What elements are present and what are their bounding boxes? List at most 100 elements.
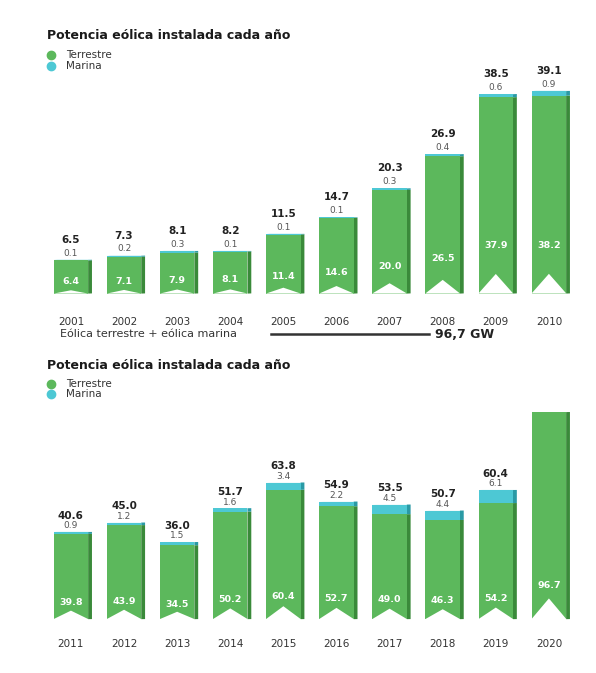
Text: 2017: 2017 [377, 639, 403, 649]
Text: 45.0: 45.0 [111, 501, 137, 511]
Polygon shape [460, 156, 464, 293]
Polygon shape [426, 511, 460, 520]
Polygon shape [107, 290, 141, 293]
Text: 3.4: 3.4 [276, 472, 290, 481]
Polygon shape [54, 534, 88, 619]
Polygon shape [160, 545, 194, 619]
Polygon shape [54, 610, 88, 619]
Text: 0.1: 0.1 [64, 248, 78, 258]
Text: 51.7: 51.7 [218, 487, 243, 497]
Polygon shape [160, 289, 195, 293]
Text: 14.7: 14.7 [324, 192, 349, 202]
Polygon shape [160, 252, 194, 293]
Polygon shape [266, 606, 301, 619]
Polygon shape [532, 412, 566, 619]
Text: Terrestre: Terrestre [66, 50, 111, 61]
Text: Potencia eólica instalada cada año: Potencia eólica instalada cada año [47, 30, 290, 42]
Polygon shape [353, 501, 358, 506]
Polygon shape [266, 235, 300, 293]
Polygon shape [54, 532, 88, 534]
Text: 2003: 2003 [164, 317, 190, 327]
Text: 26.5: 26.5 [431, 254, 454, 263]
Polygon shape [426, 154, 460, 156]
Text: 0.9: 0.9 [64, 522, 78, 530]
Polygon shape [407, 188, 411, 190]
Polygon shape [407, 514, 411, 619]
Polygon shape [425, 280, 460, 293]
Polygon shape [141, 522, 145, 525]
Polygon shape [213, 508, 247, 511]
Polygon shape [319, 501, 353, 506]
Polygon shape [194, 251, 198, 252]
Text: 54.2: 54.2 [484, 594, 508, 603]
Text: 8.1: 8.1 [222, 275, 239, 285]
Polygon shape [372, 514, 407, 619]
Polygon shape [107, 522, 141, 525]
Polygon shape [319, 218, 353, 293]
Polygon shape [407, 190, 411, 293]
Text: 20.0: 20.0 [378, 262, 401, 271]
Text: 34.5: 34.5 [166, 600, 189, 609]
Polygon shape [479, 274, 513, 293]
Polygon shape [319, 608, 354, 619]
Polygon shape [532, 598, 566, 619]
Polygon shape [532, 96, 566, 293]
Polygon shape [247, 251, 252, 252]
Polygon shape [141, 525, 145, 619]
Polygon shape [426, 156, 460, 293]
Text: 20.3: 20.3 [377, 164, 402, 173]
Polygon shape [532, 274, 566, 293]
Text: 2008: 2008 [430, 317, 456, 327]
Text: Marina: Marina [66, 390, 101, 399]
Polygon shape [88, 534, 92, 619]
Text: 96.7: 96.7 [537, 581, 561, 590]
Text: 6.5: 6.5 [61, 235, 80, 245]
Text: 60.4: 60.4 [272, 592, 295, 601]
Text: 8.1: 8.1 [168, 226, 187, 236]
Text: 2010: 2010 [536, 317, 562, 327]
Polygon shape [160, 251, 194, 252]
Text: Eólica terrestre + eólica marina: Eólica terrestre + eólica marina [60, 330, 237, 339]
Text: 37.9: 37.9 [484, 242, 508, 250]
Text: 11.5: 11.5 [271, 209, 296, 219]
Polygon shape [194, 542, 198, 545]
Polygon shape [300, 234, 305, 235]
Text: 7.1: 7.1 [116, 277, 132, 285]
Polygon shape [266, 287, 301, 293]
Polygon shape [160, 542, 194, 545]
Polygon shape [372, 188, 407, 190]
Polygon shape [479, 503, 513, 619]
Polygon shape [513, 94, 517, 98]
Text: Terrestre: Terrestre [66, 379, 111, 389]
Polygon shape [213, 511, 247, 619]
Polygon shape [107, 525, 141, 619]
Text: 50.7: 50.7 [430, 489, 455, 499]
Text: 7.3: 7.3 [114, 231, 134, 240]
Polygon shape [479, 98, 513, 293]
Text: 2011: 2011 [58, 639, 84, 649]
Polygon shape [266, 490, 300, 619]
Polygon shape [460, 511, 464, 520]
Polygon shape [479, 94, 513, 98]
Polygon shape [513, 503, 517, 619]
Text: 2013: 2013 [164, 639, 190, 649]
Polygon shape [513, 97, 517, 293]
Text: 11.4: 11.4 [272, 272, 295, 281]
Polygon shape [107, 610, 141, 619]
Polygon shape [372, 283, 407, 293]
Text: 2020: 2020 [536, 639, 562, 649]
Polygon shape [353, 506, 358, 619]
Polygon shape [194, 252, 198, 293]
Text: 26.9: 26.9 [430, 129, 455, 139]
Text: 14.6: 14.6 [325, 268, 348, 277]
Polygon shape [372, 608, 407, 619]
Polygon shape [54, 260, 88, 293]
Text: Marina: Marina [66, 61, 101, 71]
Polygon shape [247, 252, 252, 293]
Text: 7.9: 7.9 [169, 276, 185, 285]
Polygon shape [213, 608, 248, 619]
Text: 2006: 2006 [324, 317, 350, 327]
Text: 54.9: 54.9 [324, 481, 349, 490]
Polygon shape [88, 260, 92, 293]
Polygon shape [372, 190, 407, 293]
